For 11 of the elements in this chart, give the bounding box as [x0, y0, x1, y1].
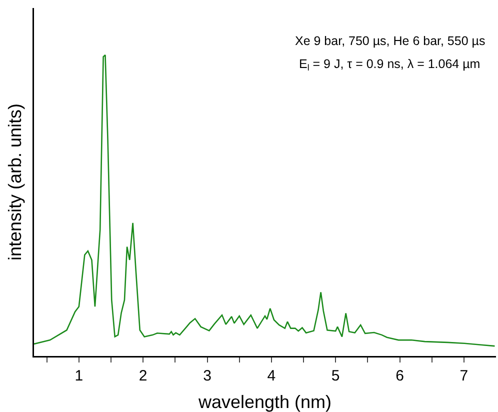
x-tick-label: 1: [74, 368, 84, 384]
text: Xe 9 bar, 750 µs, He 6 bar, 550 µs: [295, 34, 486, 48]
x-tick-label: 4: [267, 368, 276, 384]
x-tick-label: 3: [203, 368, 212, 384]
x-tick-label: 2: [138, 368, 148, 384]
x-axis-title: wavelength (nm): [197, 392, 332, 412]
annotation: E$_{l}$ = 9 J, τ = 0.9 ns, λ = 1.064 µm: [299, 57, 480, 73]
y-axis-title: intensity (arb. units): [4, 103, 25, 261]
x-tick-label: 6: [396, 368, 404, 384]
x-tick-label: 5: [331, 368, 340, 384]
x-tick-label: 7: [460, 368, 468, 384]
